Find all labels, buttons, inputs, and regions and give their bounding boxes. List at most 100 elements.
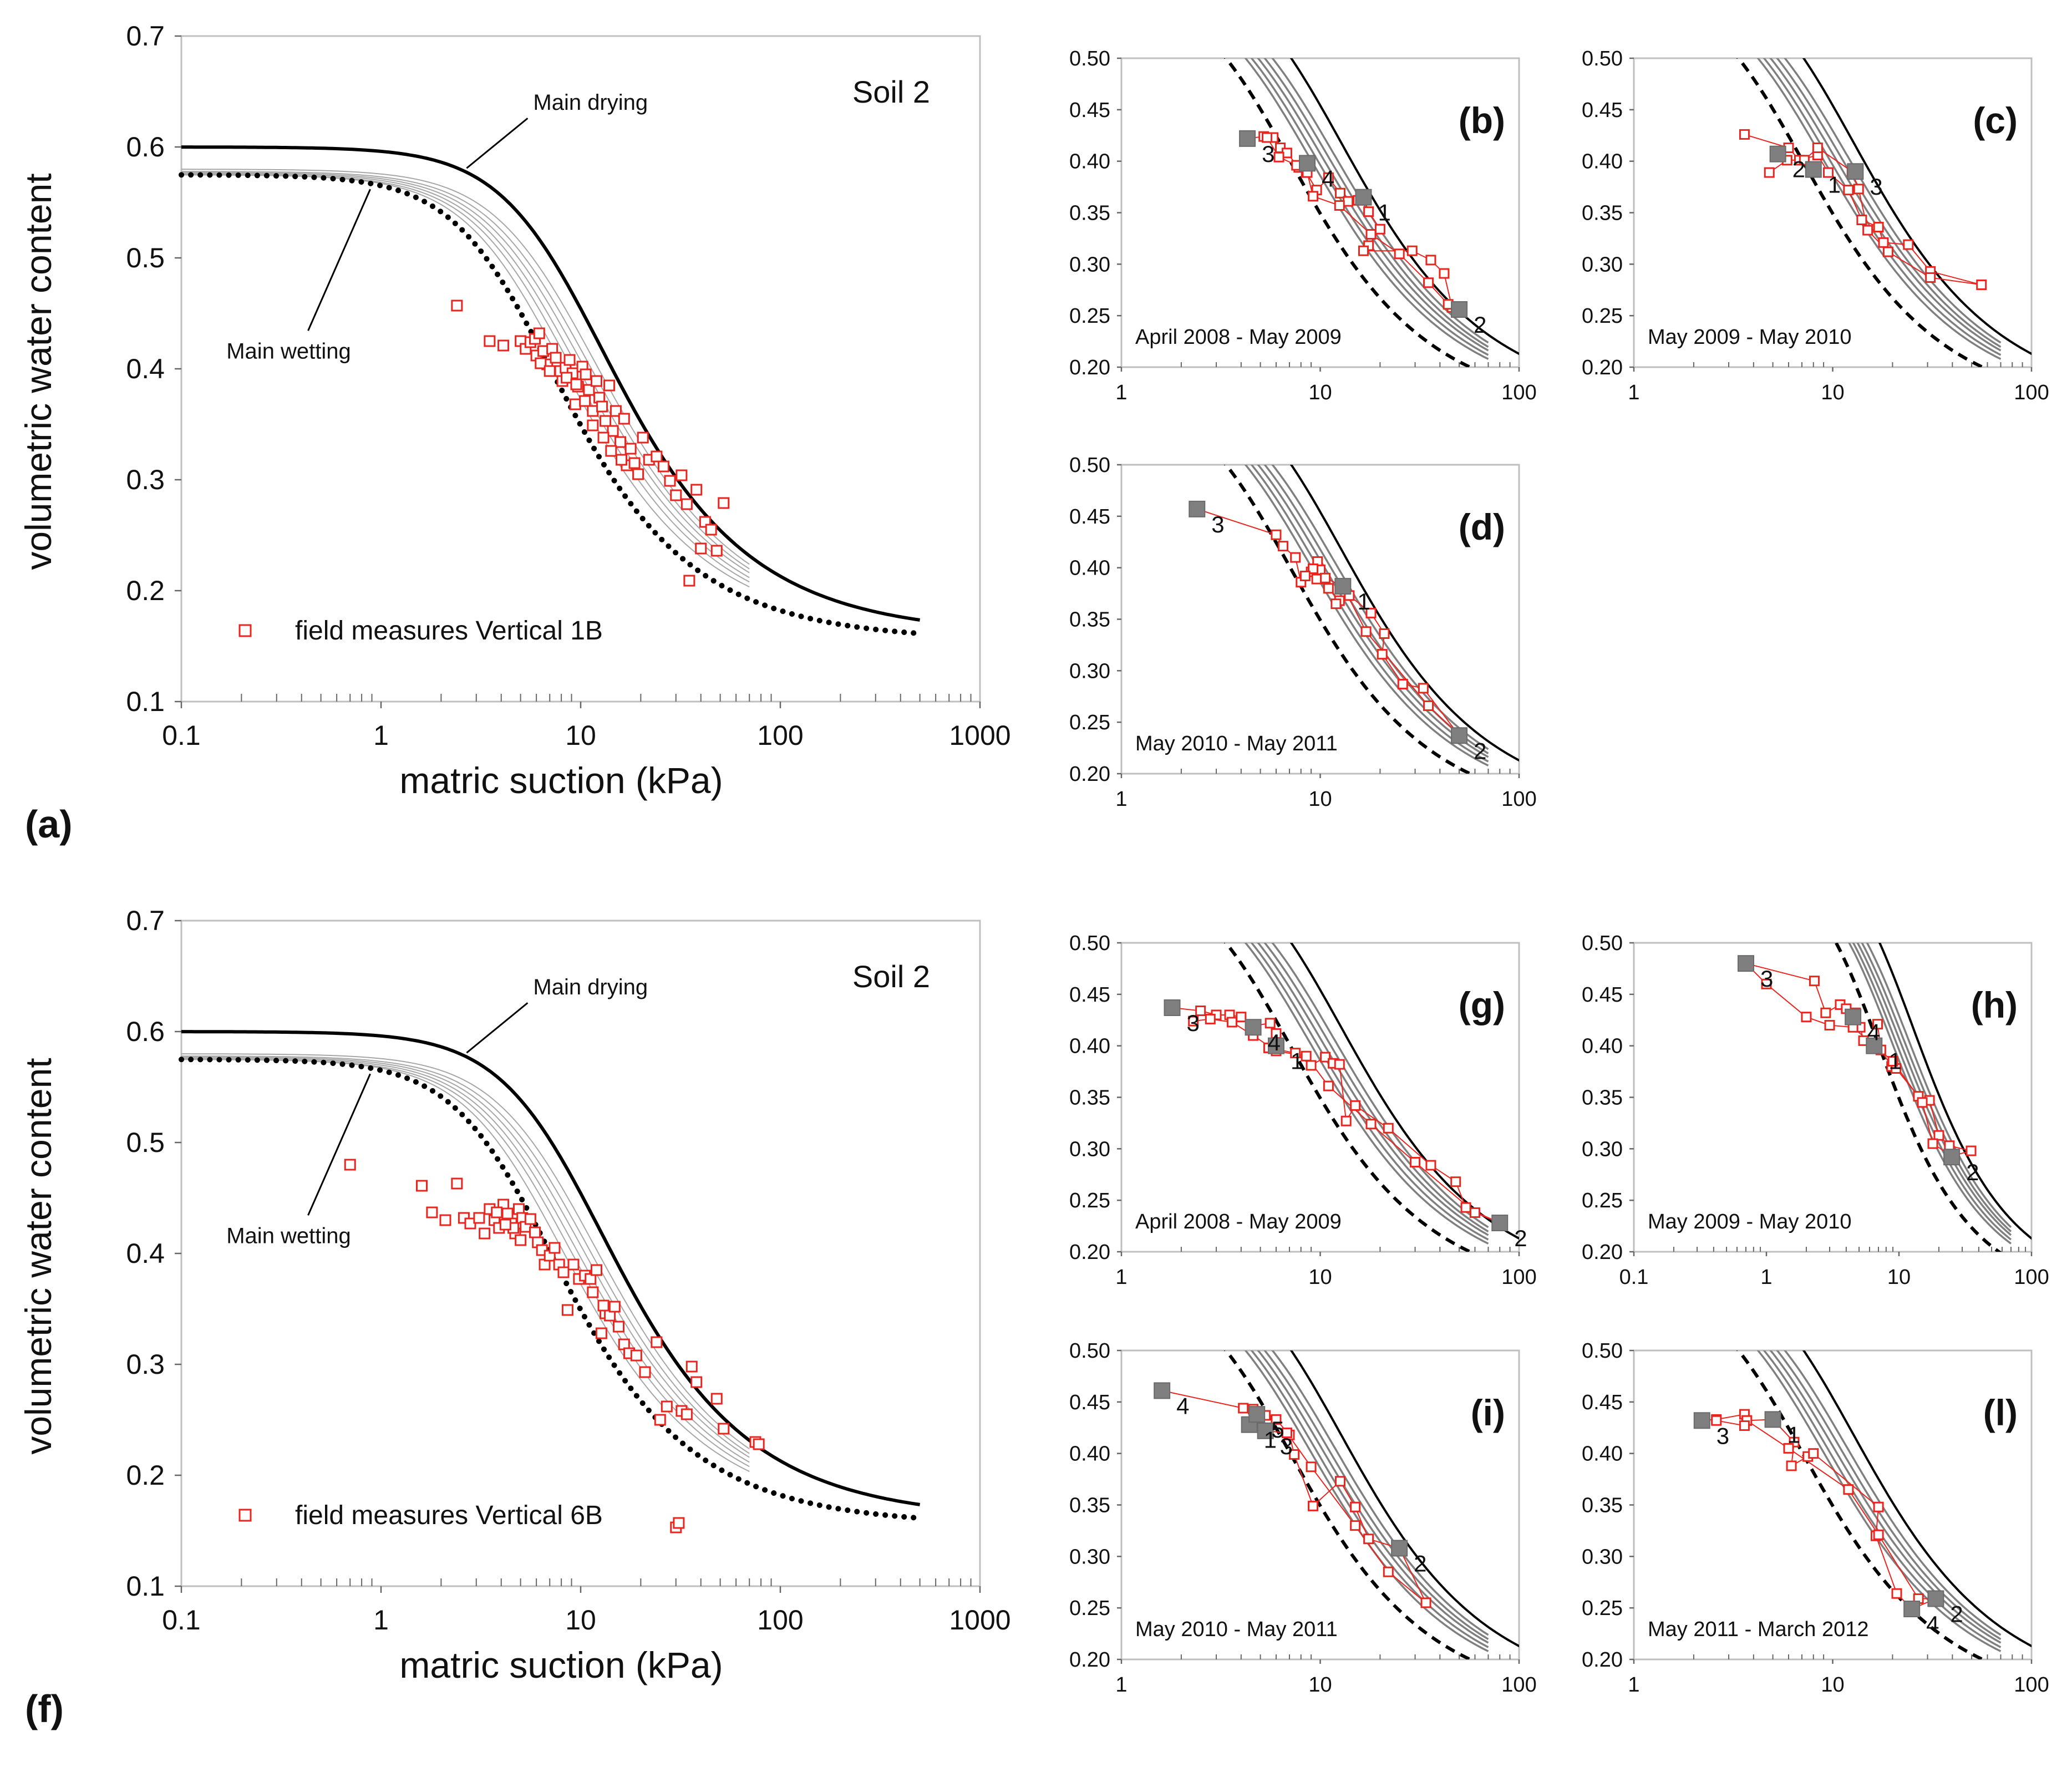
field-point xyxy=(561,372,573,384)
event-marker-label: 2 xyxy=(1514,1225,1527,1251)
field-point xyxy=(673,1517,685,1529)
field-point xyxy=(705,524,717,536)
field-point xyxy=(1334,187,1345,199)
field-point xyxy=(1334,1059,1345,1070)
field-point xyxy=(1812,143,1823,154)
field-point xyxy=(680,498,693,510)
panel-label: (f) xyxy=(25,1687,64,1730)
field-point xyxy=(661,1400,673,1413)
y-tick-label: 0.2 xyxy=(126,1460,165,1491)
y-tick-label: 0.20 xyxy=(1069,356,1110,379)
field-point xyxy=(1843,1484,1854,1495)
field-point xyxy=(1365,229,1377,240)
x-tick-label: 10 xyxy=(1887,1266,1911,1289)
y-tick-label: 0.25 xyxy=(1069,711,1110,734)
y-tick-label: 0.35 xyxy=(1582,1086,1623,1110)
panel-a: 0.1 1 10 100 1000 0.1 0.2 0.3 0.4 0.5 0.6 0.7 Main d… xyxy=(18,21,1011,846)
field-point xyxy=(1927,1138,1938,1149)
y-tick-label: 0.45 xyxy=(1069,983,1110,1007)
x-tick-label: 10 xyxy=(1308,1266,1332,1289)
field-point xyxy=(1856,214,1867,225)
field-point xyxy=(583,384,595,396)
event-marker xyxy=(1299,155,1316,172)
panel-inner xyxy=(1189,465,1519,774)
x-tick-label: 100 xyxy=(2014,1673,2049,1697)
field-point xyxy=(615,436,627,448)
field-point xyxy=(1195,1006,1206,1017)
field-point xyxy=(451,299,463,312)
x-tick-label: 10 xyxy=(1308,788,1332,811)
field-point xyxy=(595,1327,607,1339)
y-tick-label: 0.4 xyxy=(126,1238,165,1269)
event-marker xyxy=(1847,163,1864,180)
event-marker xyxy=(1943,1149,1961,1166)
panel-inner xyxy=(1693,1350,2032,1659)
field-point xyxy=(1306,1060,1317,1071)
legend-marker xyxy=(238,1509,252,1522)
field-point xyxy=(1226,1017,1237,1028)
y-tick-label: 0.40 xyxy=(1069,557,1110,580)
field-point xyxy=(1350,1100,1361,1111)
y-axis-title: volumetric water content xyxy=(18,1058,59,1454)
field-point xyxy=(1933,1130,1944,1141)
x-tick-label: 100 xyxy=(2014,1266,2049,1289)
x-tick-label: 100 xyxy=(1501,788,1536,811)
field-point xyxy=(683,575,695,587)
field-point xyxy=(1323,583,1334,594)
panel-l: 1 10 100 0.20 0.25 0.30 0.35 0.40 0.45 0.50 1 2 3 4 (l… xyxy=(1582,1339,2049,1697)
field-point xyxy=(1873,1529,1884,1540)
y-tick-label: 0.20 xyxy=(1069,763,1110,786)
field-point xyxy=(1271,1414,1282,1425)
y-tick-label: 0.20 xyxy=(1582,1648,1623,1672)
scanning-curve xyxy=(1250,58,1489,356)
panel-label: (c) xyxy=(1973,100,2018,141)
field-point xyxy=(1383,1566,1394,1577)
event-marker-label: 3 xyxy=(1211,511,1224,537)
field-point xyxy=(690,1376,703,1388)
y-tick-label: 0.20 xyxy=(1582,1241,1623,1264)
field-point xyxy=(639,1366,651,1378)
field-point xyxy=(1365,607,1377,618)
field-point xyxy=(630,1349,642,1362)
field-point xyxy=(1277,541,1288,552)
event-marker-label: 2 xyxy=(1966,1159,1979,1185)
field-point xyxy=(1809,976,1820,987)
scanning-curve xyxy=(1271,58,1489,344)
scanning-curve xyxy=(1769,1350,2002,1644)
scanning-curve xyxy=(1763,1350,2002,1648)
y-tick-label: 0.30 xyxy=(1069,253,1110,276)
field-point xyxy=(1425,1160,1436,1171)
event-marker-label: 4 xyxy=(1926,1611,1939,1637)
scanning-curve xyxy=(181,174,750,583)
x-tick-label: 1 xyxy=(1628,381,1639,404)
event-marker xyxy=(1451,727,1468,744)
field-point xyxy=(1350,1520,1361,1531)
y-tick-label: 0.1 xyxy=(126,1571,165,1602)
y-tick-label: 0.25 xyxy=(1582,1189,1623,1212)
event-marker xyxy=(1769,145,1786,163)
main-wetting-curve xyxy=(1223,943,1474,1252)
event-marker-label: 2 xyxy=(1474,738,1486,764)
event-marker xyxy=(1245,1019,1262,1036)
scanning-curve xyxy=(1250,943,1489,1241)
field-point xyxy=(1786,1460,1797,1471)
main-wetting-curve xyxy=(1223,465,1474,774)
field-point xyxy=(524,1213,536,1225)
scanning-curve xyxy=(181,174,750,588)
scanning-curve xyxy=(1848,943,2012,1245)
event-marker xyxy=(1845,1008,1862,1025)
y-tick-label: 0.45 xyxy=(1069,99,1110,122)
period-label: May 2010 - May 2011 xyxy=(1135,1618,1338,1641)
field-point xyxy=(1761,978,1772,989)
field-point xyxy=(1425,255,1436,266)
main-wetting-curve xyxy=(179,172,923,637)
x-tick-label: 0.1 xyxy=(1619,1266,1649,1289)
panel-h: 0.1 1 10 100 0.20 0.25 0.30 0.35 0.40 0.45 0.50 1 2 3… xyxy=(1582,932,2049,1289)
event-marker xyxy=(1164,999,1181,1016)
event-marker xyxy=(1491,1215,1509,1232)
main-wetting-curve xyxy=(1223,58,1474,367)
main-wetting-curve xyxy=(1736,58,1987,367)
field-point xyxy=(597,1299,610,1312)
scanning-curve xyxy=(1263,1350,1489,1641)
field-point xyxy=(491,1206,503,1218)
